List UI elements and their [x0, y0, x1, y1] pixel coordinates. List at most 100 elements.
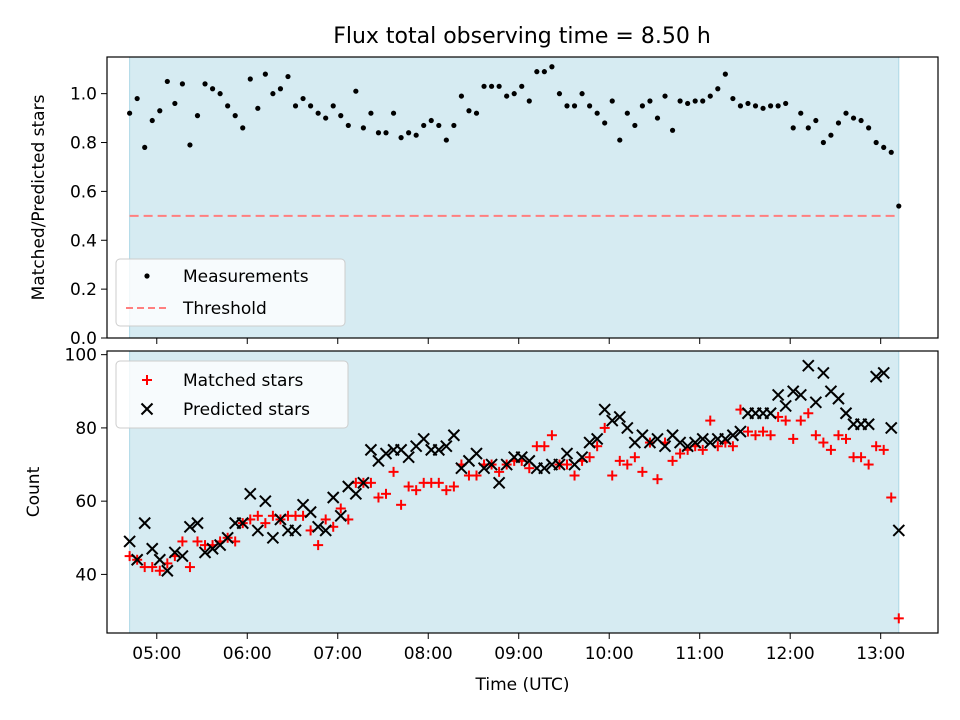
- bottom-panel-frame: [106, 350, 939, 634]
- measurement-point: [277, 86, 284, 92]
- measurement-point: [164, 78, 170, 85]
- bottom-x-tick-label: 05:00: [132, 644, 181, 664]
- bottom-x-axis-ticks: 05:00 06:00 07:00 08:00 09:00 10:00 11:00 12:00…: [132, 633, 905, 664]
- predicted-star-point: [734, 425, 747, 438]
- bottom-y-tick-label: 60: [75, 492, 97, 512]
- measurement-point: [820, 139, 826, 146]
- measurement-point: [406, 130, 412, 136]
- measurement-point: [375, 130, 382, 136]
- measurement-point: [722, 71, 728, 77]
- legend-matched-label: Matched stars: [183, 371, 303, 391]
- predicted-star-point: [357, 476, 370, 490]
- predicted-star-point: [432, 443, 446, 457]
- bottom-y-tick-label: 40: [75, 565, 97, 585]
- measurement-point: [775, 103, 781, 109]
- bottom-x-tick-label: 09:00: [494, 644, 543, 664]
- measurement-point: [172, 100, 178, 107]
- predicted-star-point: [583, 436, 596, 449]
- predicted-star-point: [244, 487, 257, 501]
- predicted-star-point: [809, 396, 823, 409]
- top-x-axis-ticks: [156, 338, 882, 344]
- measurement-point: [805, 125, 811, 131]
- measurement-point: [413, 132, 419, 138]
- predicted-star-point: [349, 487, 363, 501]
- legend-predicted-marker-stroke: [140, 402, 154, 416]
- predicted-star-point: [304, 505, 317, 519]
- top-y-tick-label: 0.6: [70, 182, 97, 202]
- measurement-point: [737, 103, 744, 109]
- measurement-point: [767, 103, 774, 109]
- measurement-point: [858, 117, 864, 124]
- predicted-star-point: [523, 454, 536, 468]
- measurement-point: [685, 100, 691, 107]
- measurement-point: [247, 76, 253, 82]
- predicted-star-point: [440, 440, 453, 453]
- measurement-point: [398, 135, 404, 141]
- measurement-point: [308, 103, 314, 109]
- measurement-point: [813, 117, 819, 124]
- predicted-star-point: [832, 392, 845, 405]
- measurement-point: [835, 120, 842, 126]
- measurement-point: [217, 91, 223, 97]
- legend-measurements-label: Measurements: [183, 267, 309, 287]
- bottom-x-axis-label: Time (UTC): [475, 675, 570, 695]
- bottom-x-tick-label: 12:00: [766, 644, 815, 664]
- predicted-star-point: [598, 403, 611, 416]
- top-legend: Measurements Threshold: [115, 258, 346, 327]
- predicted-star-point: [590, 432, 604, 446]
- legend-measurements-marker: [144, 273, 150, 279]
- measurement-point: [466, 108, 472, 114]
- measurement-point: [473, 110, 480, 116]
- bottom-x-tick-label: 11:00: [675, 644, 724, 664]
- measurement-point: [700, 98, 706, 104]
- measurement-point: [149, 117, 155, 124]
- predicted-star-point: [802, 359, 815, 372]
- measurement-point: [534, 69, 540, 75]
- predicted-star-point: [779, 399, 792, 413]
- measurement-point: [752, 103, 759, 109]
- predicted-star-point: [161, 564, 174, 577]
- measurement-point: [564, 103, 570, 109]
- top-legend-box: [115, 258, 346, 327]
- measurement-point: [262, 71, 268, 77]
- predicted-star-point: [892, 524, 905, 537]
- measurement-point: [866, 125, 872, 131]
- measurement-point: [850, 115, 857, 121]
- measurement-point: [602, 120, 608, 126]
- measurement-point: [669, 127, 676, 133]
- bottom-y-tick-label: 100: [65, 346, 97, 366]
- predicted-star-point: [138, 516, 151, 530]
- predicted-star-point: [251, 524, 265, 537]
- measurement-point: [338, 113, 344, 119]
- predicted-star-point: [764, 407, 777, 420]
- measurement-point: [896, 203, 902, 209]
- measurement-point: [632, 122, 638, 129]
- predicted-star-point: [236, 516, 249, 530]
- top-panel-marks: [127, 64, 902, 217]
- measurement-point: [519, 83, 525, 89]
- predicted-star-point: [673, 436, 687, 449]
- bottom-legend-box: [115, 360, 349, 429]
- predicted-star-point: [613, 410, 626, 424]
- measurement-point: [443, 137, 449, 143]
- measurement-point: [692, 98, 698, 104]
- measurement-point: [481, 83, 487, 89]
- measurement-point: [187, 142, 193, 148]
- predicted-star-point: [206, 542, 219, 555]
- measurement-point: [451, 122, 457, 129]
- predicted-star-point: [274, 513, 287, 526]
- predicted-star-point: [153, 553, 166, 566]
- predicted-star-point: [553, 458, 566, 471]
- predicted-star-point: [643, 436, 657, 449]
- measurement-point: [194, 113, 201, 119]
- measurement-point: [730, 95, 736, 102]
- measurement-point: [745, 100, 751, 107]
- measurement-point: [843, 110, 849, 116]
- measurement-point: [225, 103, 231, 109]
- predicted-star-point: [198, 546, 212, 559]
- measurement-point: [579, 91, 585, 97]
- measurement-point: [587, 103, 593, 109]
- predicted-star-point: [839, 407, 853, 420]
- predicted-star-point: [394, 443, 408, 457]
- predicted-star-point: [606, 414, 619, 427]
